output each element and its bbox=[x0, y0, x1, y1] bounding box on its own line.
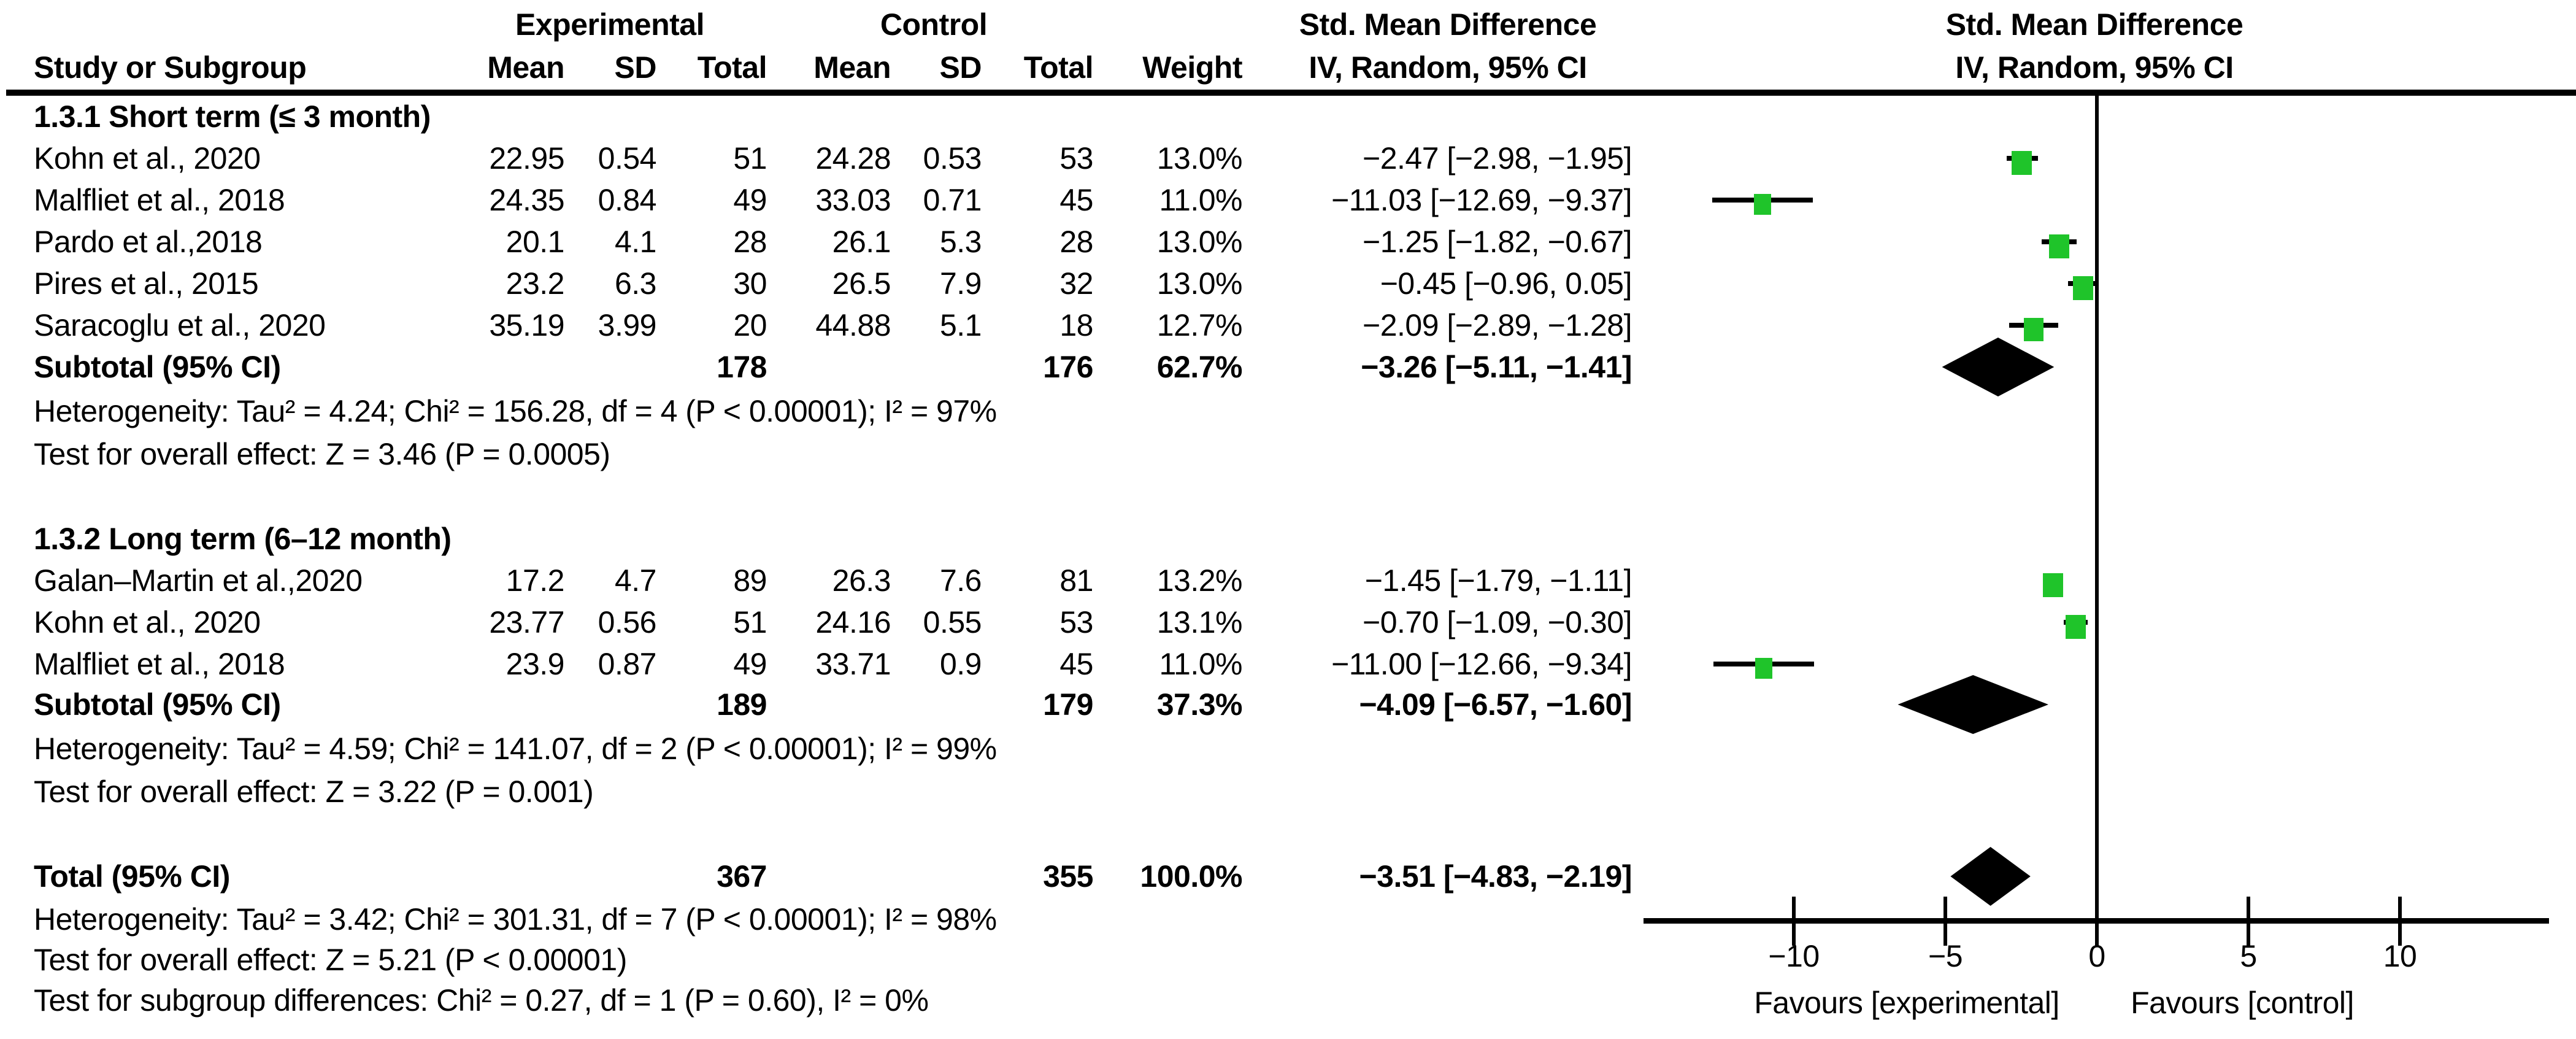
study-point-estimate-marker bbox=[1754, 194, 1772, 215]
header-rule bbox=[6, 90, 2576, 96]
header-control: Control bbox=[880, 7, 988, 42]
header-iv-left: IV, Random, 95% CI bbox=[1309, 50, 1587, 85]
study-point-estimate-marker bbox=[2012, 150, 2032, 175]
study-name: Saracoglu et al., 2020 bbox=[34, 308, 326, 342]
study-name: Pardo et al.,2018 bbox=[34, 225, 263, 259]
study-point-estimate-marker bbox=[1755, 658, 1772, 679]
favours-control-label: Favours [control] bbox=[2131, 986, 2354, 1020]
header-experimental: Experimental bbox=[515, 7, 705, 42]
heterogeneity-line: Heterogeneity: Tau² = 3.42; Chi² = 301.3… bbox=[34, 902, 997, 937]
axis-tick bbox=[1792, 897, 1796, 946]
subtotal-diamond bbox=[1942, 338, 2055, 396]
axis-tick bbox=[2095, 897, 2099, 946]
study-point-estimate-marker bbox=[2065, 614, 2086, 639]
subgroup-title-long-term: 1.3.2 Long term (6–12 month) bbox=[34, 522, 452, 556]
study-name: Malfliet et al., 2018 bbox=[34, 183, 285, 217]
header-sd-ctl: SD bbox=[939, 50, 982, 85]
study-name: Kohn et al., 2020 bbox=[34, 141, 261, 176]
header-weight: Weight bbox=[1142, 50, 1242, 85]
total-diamond bbox=[1950, 847, 2031, 906]
subtotal-label: Subtotal (95% CI) bbox=[34, 687, 281, 722]
header-smd-left: Std. Mean Difference bbox=[1299, 7, 1597, 42]
header-total-ctl: Total bbox=[1023, 50, 1094, 85]
axis-tick bbox=[2247, 897, 2250, 946]
study-name: Kohn et al., 2020 bbox=[34, 605, 261, 639]
header-total-exp: Total bbox=[697, 50, 767, 85]
overall-effect-line: Test for overall effect: Z = 5.21 (P < 0… bbox=[34, 943, 627, 977]
study-point-estimate-marker bbox=[2023, 318, 2043, 341]
subgroup-differences-line: Test for subgroup differences: Chi² = 0.… bbox=[34, 983, 929, 1018]
subgroup-title-short-term: 1.3.1 Short term (≤ 3 month) bbox=[34, 99, 431, 134]
axis-tick bbox=[2398, 897, 2402, 946]
heterogeneity-line: Heterogeneity: Tau² = 4.59; Chi² = 141.0… bbox=[34, 732, 997, 766]
axis-tick-label: 5 bbox=[2240, 939, 2257, 973]
favours-experimental-label: Favours [experimental] bbox=[1754, 986, 2059, 1020]
study-point-estimate-marker bbox=[2042, 573, 2063, 597]
study-name: Malfliet et al., 2018 bbox=[34, 647, 285, 681]
heterogeneity-line: Heterogeneity: Tau² = 4.24; Chi² = 156.2… bbox=[34, 394, 997, 428]
subtotal-diamond bbox=[1897, 675, 2048, 734]
study-name: Pires et al., 2015 bbox=[34, 266, 259, 301]
subtotal-label: Subtotal (95% CI) bbox=[34, 350, 281, 384]
total-label: Total (95% CI) bbox=[34, 859, 230, 894]
study-name: Galan–Martin et al.,2020 bbox=[34, 563, 363, 598]
header-smd-right: Std. Mean Difference bbox=[1945, 7, 2243, 42]
header-iv-right: IV, Random, 95% CI bbox=[1955, 50, 2234, 85]
header-mean-exp: Mean bbox=[487, 50, 564, 85]
zero-effect-line bbox=[2095, 94, 2099, 921]
study-point-estimate-marker bbox=[2073, 276, 2094, 300]
header-study-or-subgroup: Study or Subgroup bbox=[34, 50, 307, 85]
header-mean-ctl: Mean bbox=[813, 50, 891, 85]
overall-effect-line: Test for overall effect: Z = 3.46 (P = 0… bbox=[34, 437, 610, 471]
axis-tick bbox=[1944, 897, 1947, 946]
header-sd-exp: SD bbox=[614, 50, 657, 85]
study-point-estimate-marker bbox=[2048, 234, 2069, 258]
overall-effect-line: Test for overall effect: Z = 3.22 (P = 0… bbox=[34, 774, 594, 809]
axis-tick-label: 0 bbox=[2088, 939, 2105, 973]
axis-tick-label: 10 bbox=[2383, 939, 2417, 973]
axis-tick-label: −5 bbox=[1928, 939, 1963, 973]
axis-tick-label: −10 bbox=[1768, 939, 1820, 973]
